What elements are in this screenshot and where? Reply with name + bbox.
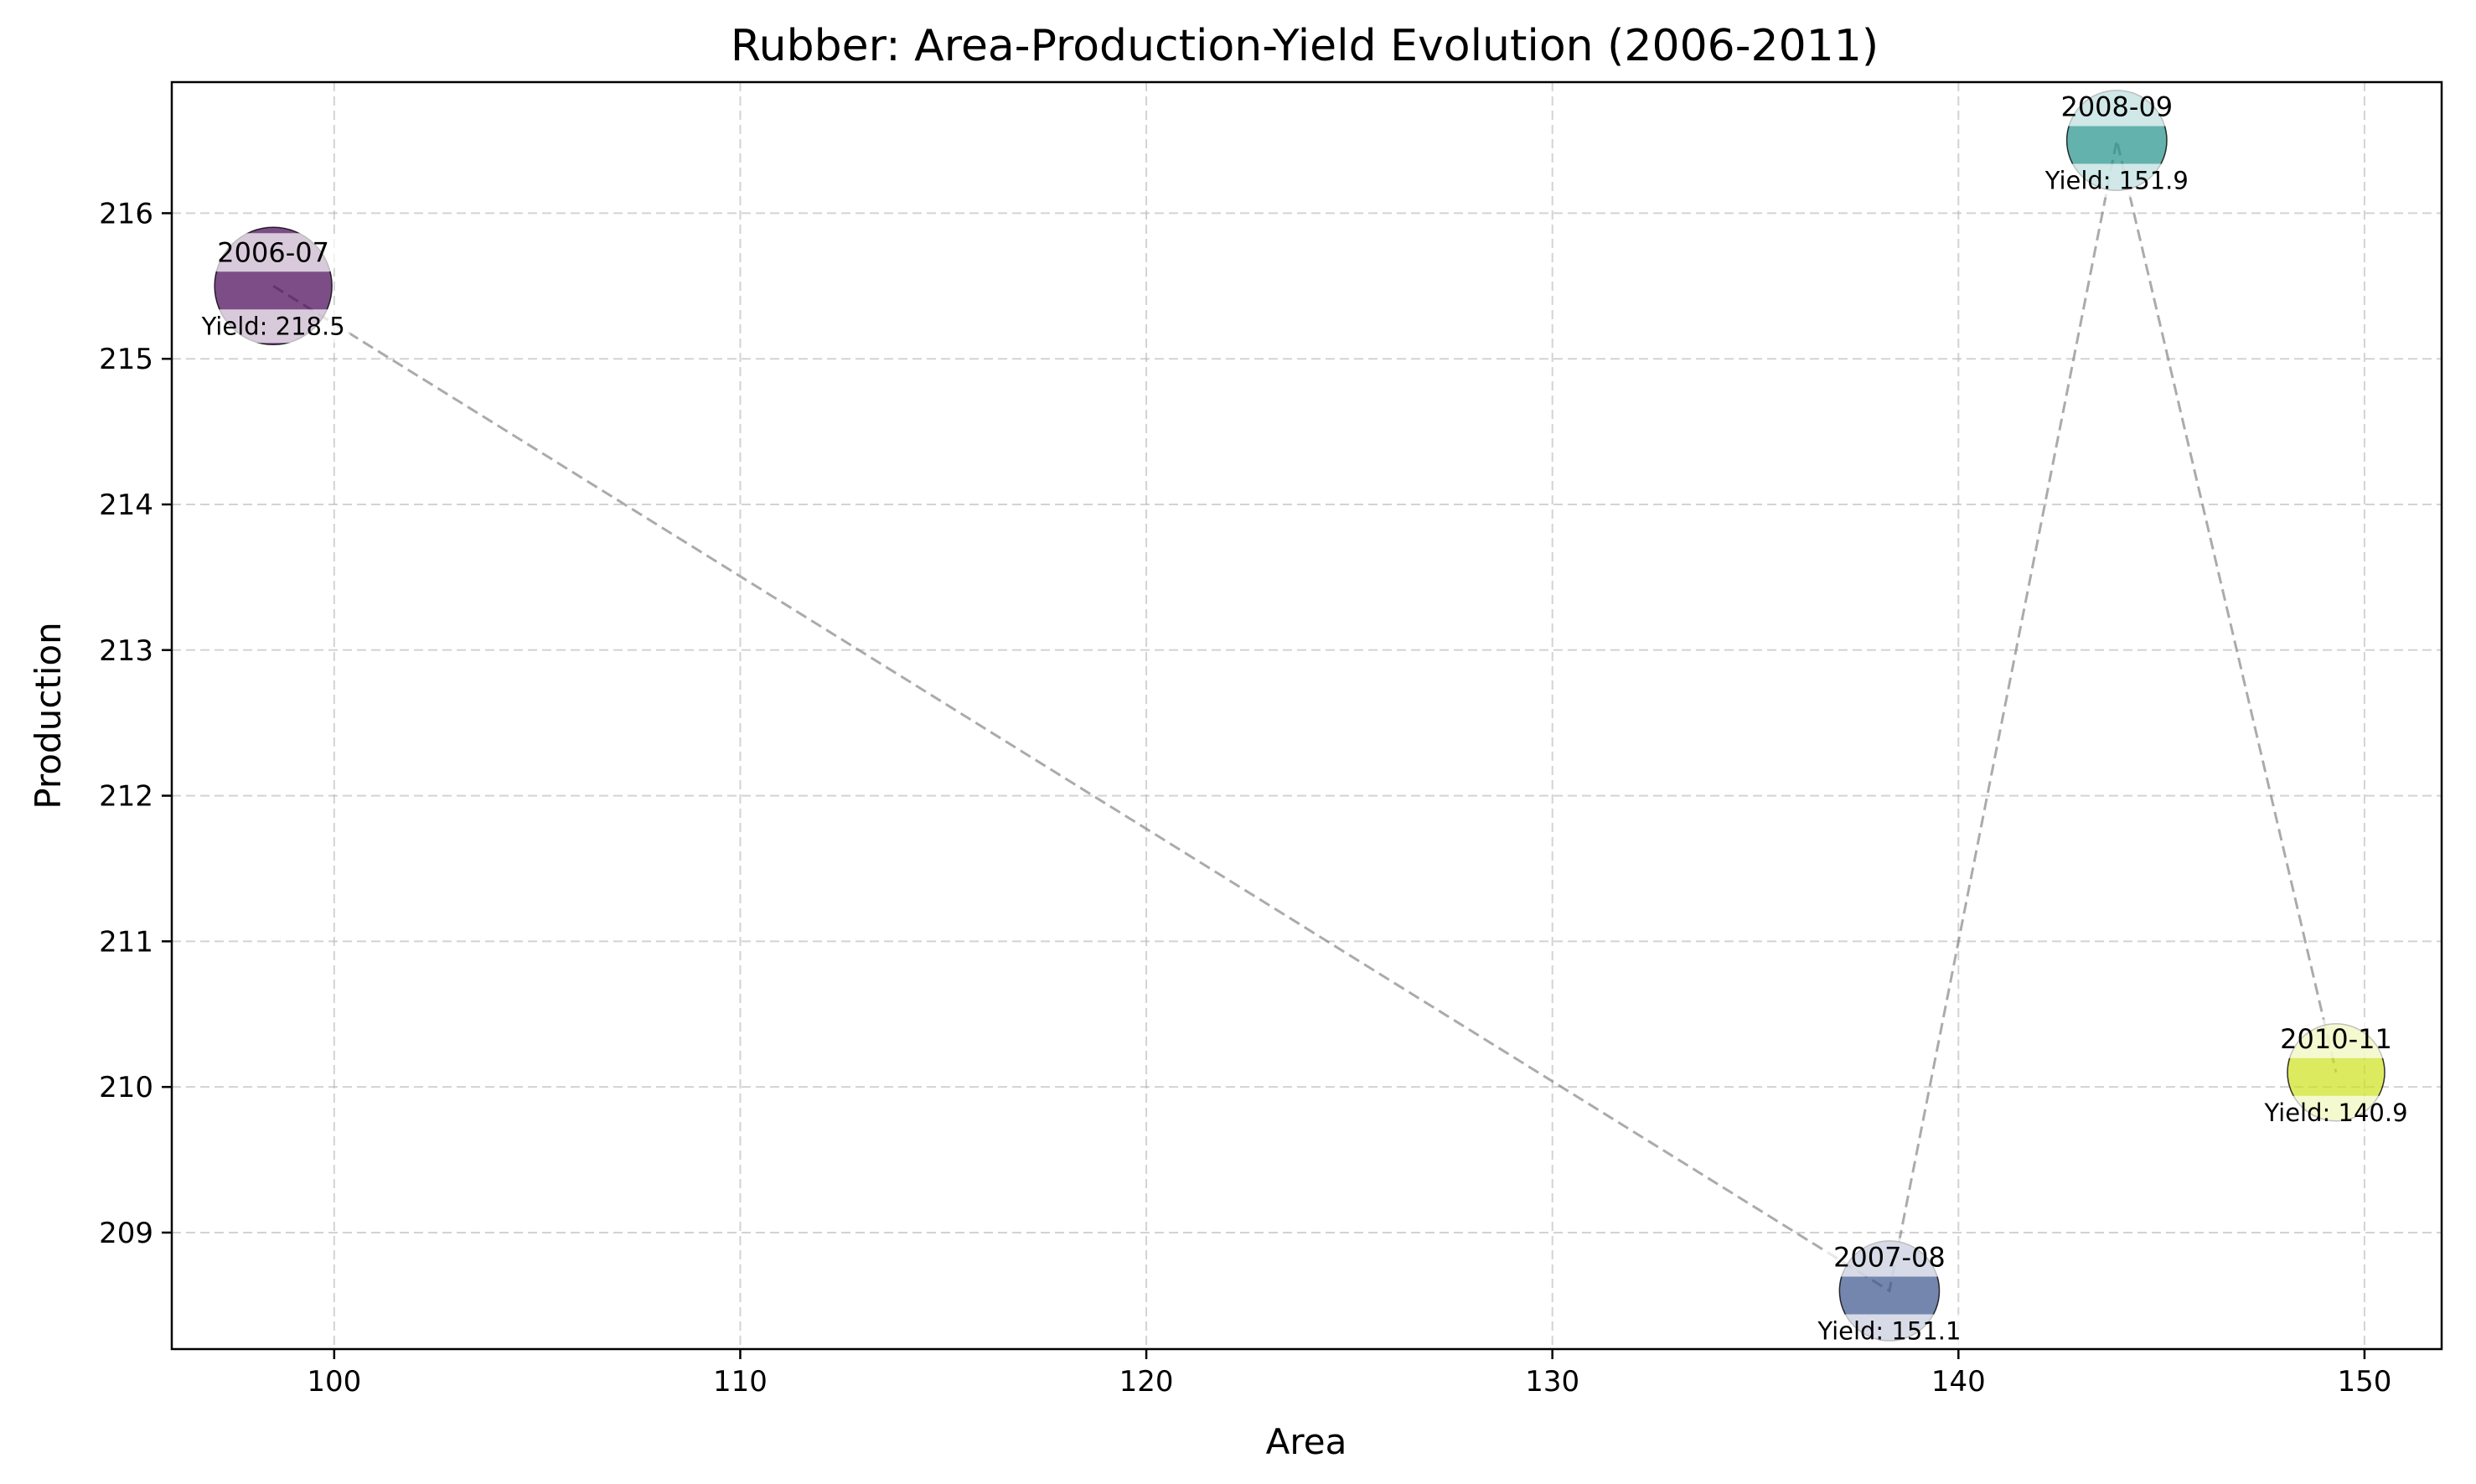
y-tick-label: 212 xyxy=(99,780,153,814)
y-tick-label: 210 xyxy=(99,1071,153,1104)
y-tick-label: 216 xyxy=(99,197,153,230)
data-point-2008-09: 2008-09 Yield: 151.9 xyxy=(2039,87,2194,198)
trend-line xyxy=(272,140,2338,1293)
grid xyxy=(172,82,2442,1349)
x-tick-label: 100 xyxy=(307,1365,361,1399)
point-label-box xyxy=(2273,1019,2399,1058)
y-tick-label: 211 xyxy=(99,925,153,959)
x-tick-label: 150 xyxy=(2337,1365,2391,1399)
point-label: 2010-11 xyxy=(2280,1023,2392,1055)
point-label: 2007-08 xyxy=(1833,1241,1946,1273)
yield-label: Yield: 151.9 xyxy=(2044,167,2189,195)
plot-frame xyxy=(170,80,2443,1351)
chart-title: Rubber: Area-Production-Yield Evolution … xyxy=(731,21,1879,71)
yield-label-box xyxy=(2258,1095,2413,1130)
point-label: 2006-07 xyxy=(217,236,329,268)
x-tick-label: 120 xyxy=(1119,1365,1174,1399)
y-axis-ticks: 209 210 211 212 213 214 215 216 xyxy=(99,197,172,1250)
x-tick-label: 140 xyxy=(1931,1365,1986,1399)
y-tick-label: 209 xyxy=(99,1217,153,1250)
x-axis-ticks: 100 110 120 130 140 150 xyxy=(307,1349,2391,1399)
yield-label-box xyxy=(2039,163,2194,198)
yield-label-box xyxy=(195,309,350,344)
data-point-2006-07: 2006-07 Yield: 218.5 xyxy=(195,226,350,346)
x-tick-label: 110 xyxy=(713,1365,768,1399)
data-point-2007-08: 2007-08 Yield: 151.1 xyxy=(1812,1238,1967,1348)
point-label: 2008-09 xyxy=(2060,91,2173,123)
x-tick-label: 130 xyxy=(1525,1365,1579,1399)
data-point-2010-11: 2010-11 Yield: 140.9 xyxy=(2258,1019,2413,1130)
yield-label-box xyxy=(1812,1314,1967,1348)
y-tick-label: 213 xyxy=(99,634,153,668)
point-label-box xyxy=(1827,1238,1952,1277)
yield-label: Yield: 151.1 xyxy=(1817,1316,1961,1345)
yield-label: Yield: 218.5 xyxy=(201,312,345,340)
point-label-box xyxy=(2054,87,2180,127)
point-label-box xyxy=(210,233,337,272)
yield-label: Yield: 140.9 xyxy=(2263,1099,2407,1127)
y-tick-label: 214 xyxy=(99,489,153,522)
y-axis-label: Production xyxy=(28,622,69,809)
y-tick-label: 215 xyxy=(99,343,153,376)
x-axis-label: Area xyxy=(1266,1421,1347,1462)
